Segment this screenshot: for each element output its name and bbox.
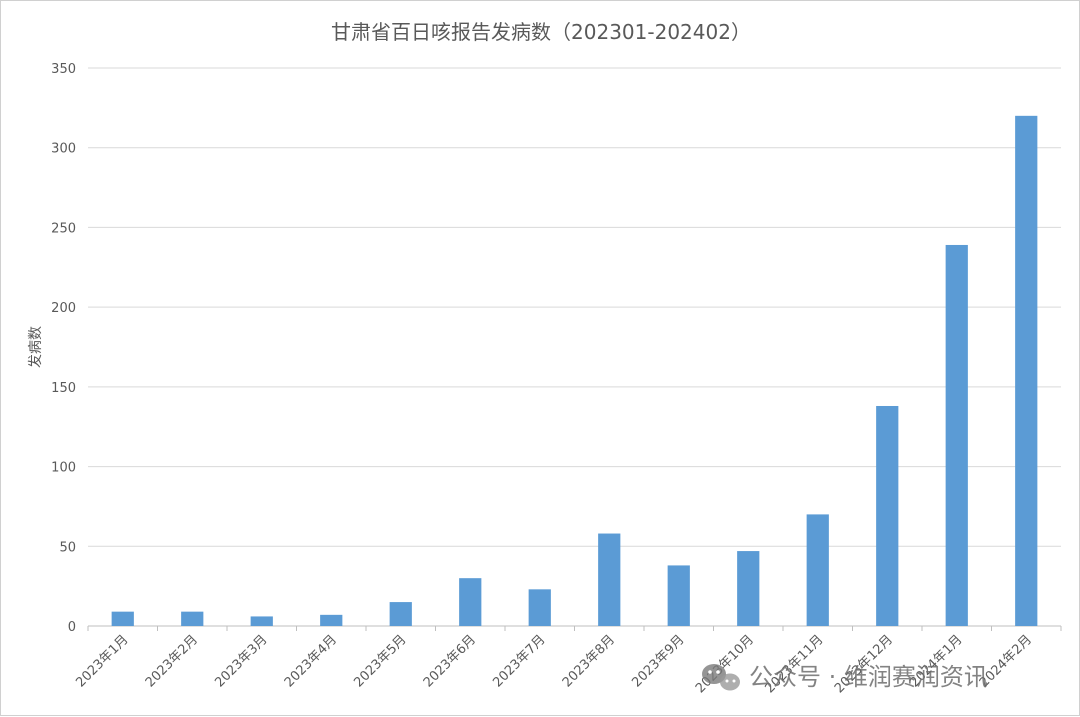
x-tick-label: 2023年5月 (351, 632, 409, 690)
bar (389, 602, 412, 626)
y-tick-label: 150 (51, 381, 76, 396)
x-tick-label: 2023年7月 (490, 632, 548, 690)
bar (181, 611, 204, 626)
x-tick-label: 2023年3月 (212, 632, 270, 690)
y-tick-label: 300 (51, 142, 76, 157)
y-tick-label: 250 (51, 221, 76, 236)
bar (528, 589, 551, 626)
y-tick-labels: 0 50 100 150 200 250 300 350 (51, 62, 76, 635)
bar (1015, 115, 1038, 626)
x-tick-label: 2023年1月 (73, 632, 131, 690)
y-tick-label: 200 (51, 301, 76, 316)
y-tick-label: 350 (51, 62, 76, 77)
x-tick-label: 2023年2月 (143, 632, 201, 690)
x-tick-label: 2023年6月 (421, 632, 479, 690)
y-axis-label: 发病数 (28, 326, 44, 368)
bar (945, 244, 968, 627)
watermark-text: 公众号 · 维润赛润资讯 (749, 663, 988, 691)
bar (806, 514, 829, 626)
bar (459, 578, 482, 626)
bar (876, 405, 899, 626)
y-tick-label: 50 (59, 540, 76, 555)
chart-title: 甘肃省百日咳报告发病数（202301-202402） (331, 20, 751, 44)
y-tick-label: 0 (68, 620, 76, 635)
x-tick-label: 2023年4月 (282, 632, 340, 690)
watermark: 公众号 · 维润赛润资讯 (702, 663, 988, 691)
bars (111, 115, 1038, 627)
bar (598, 533, 621, 626)
bar (111, 611, 134, 626)
x-tick-label: 2023年9月 (629, 632, 687, 690)
bar (737, 551, 760, 626)
bar (320, 614, 343, 626)
x-tick-label: 2023年8月 (560, 632, 618, 690)
y-tick-label: 100 (51, 461, 76, 476)
wechat-icon (702, 664, 740, 691)
bar (250, 616, 273, 626)
bar (667, 565, 690, 626)
gridlines (87, 67, 1062, 631)
